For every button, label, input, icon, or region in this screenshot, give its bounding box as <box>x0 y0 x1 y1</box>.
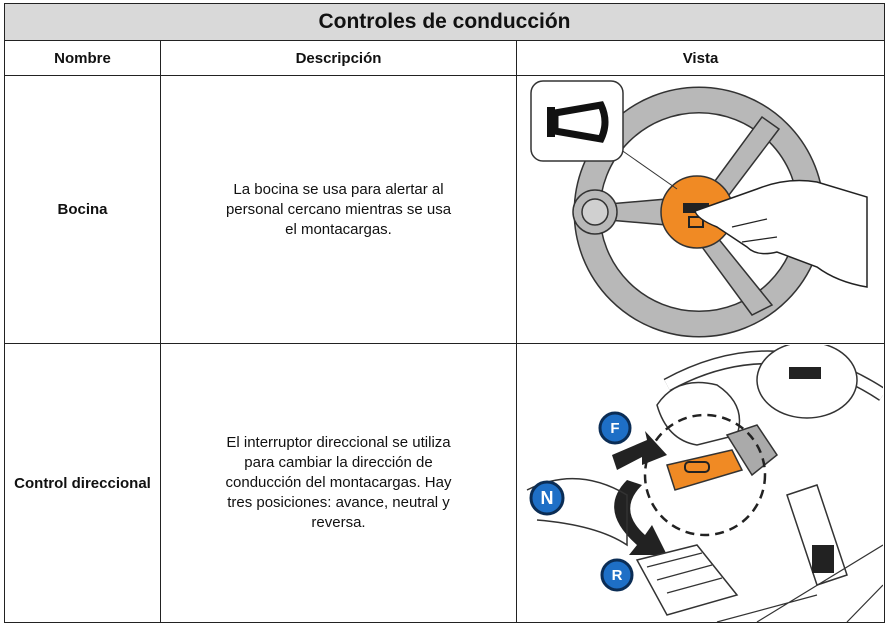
controls-table: Controles de conducción Nombre Descripci… <box>4 3 885 623</box>
column-header: Nombre <box>4 40 161 76</box>
row-name: Control direccional <box>4 343 161 623</box>
position-label: N <box>541 488 554 508</box>
table-row: Bocina La bocina se usa para alertar al … <box>4 75 885 344</box>
horn-illustration <box>530 79 868 337</box>
table-row: Control direccional El interruptor direc… <box>4 343 885 623</box>
column-header: Vista <box>516 40 885 76</box>
table-cell: F N R <box>516 343 885 623</box>
table-title: Controles de conducción <box>4 3 885 41</box>
table-row: Nombre Descripción Vista <box>4 40 885 76</box>
row-name: Bocina <box>4 75 161 344</box>
position-label: F <box>610 420 619 437</box>
table-row: Controles de conducción <box>4 3 885 41</box>
table-cell <box>516 75 885 344</box>
column-header: Descripción <box>160 40 517 76</box>
table-cell: El interruptor direccional se utiliza pa… <box>160 343 517 623</box>
row-description: El interruptor direccional se utiliza pa… <box>225 434 452 531</box>
position-label: R <box>612 567 623 584</box>
row-description: La bocina se usa para alertar al persona… <box>225 180 452 238</box>
table-cell: La bocina se usa para alertar al persona… <box>160 75 517 344</box>
direction-illustration: F N R <box>526 344 883 622</box>
